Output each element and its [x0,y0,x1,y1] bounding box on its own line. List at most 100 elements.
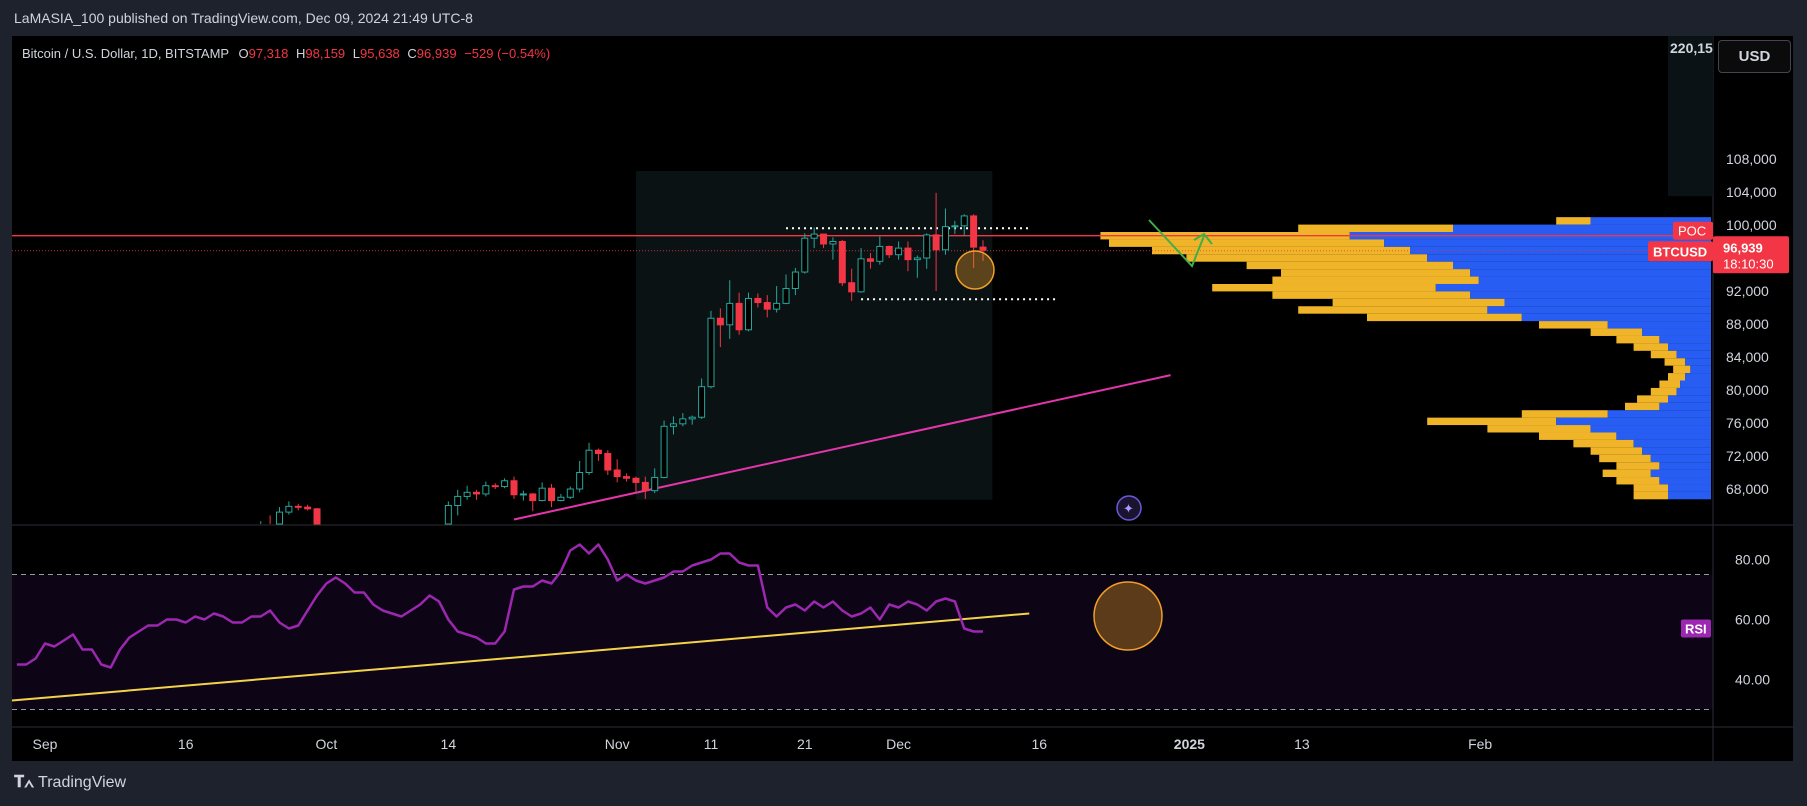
volume-profile-bar-up [1659,462,1711,470]
sparkle-icon[interactable] [1116,495,1142,521]
volume-profile-bar-up [1650,469,1711,478]
price-axis-tick-label: 68,000 [1726,481,1769,497]
candle-body[interactable] [866,258,874,262]
price-axis-tick-label: 88,000 [1726,316,1769,332]
high-value: 98,159 [305,46,346,61]
candle-body[interactable] [801,237,809,273]
symbol-badge [1648,241,1713,262]
candle-body[interactable] [726,302,734,326]
volume-profile-bar-up [1427,254,1711,262]
open-label: O [238,46,249,61]
footer-bar: 𝐓∧ TradingView [0,761,1807,806]
candle-body[interactable] [529,493,537,502]
candle-body[interactable] [632,477,640,483]
date-range-box[interactable] [635,171,993,500]
candle-body[interactable] [848,282,856,293]
candle-body[interactable] [576,472,584,490]
candle-body[interactable] [463,491,471,497]
candle-body[interactable] [294,505,302,508]
candle-body[interactable] [716,317,724,326]
candle-body[interactable] [932,234,940,251]
symbol-name: Bitcoin / U.S. Dollar, 1D, BITSTAMP [22,46,229,61]
candle-body[interactable] [923,234,931,259]
candle-body[interactable] [951,225,959,228]
candle-body[interactable] [688,416,696,420]
candle-body[interactable] [913,257,921,261]
volume-profile-bar-down [1616,462,1660,470]
candle-body[interactable] [660,425,668,478]
volume-profile-bar-up [1607,410,1711,418]
candle-body[interactable] [960,215,968,227]
volume-profile-bar-up [1659,402,1711,411]
candle-body[interactable] [613,469,621,478]
candle-body[interactable] [585,449,593,474]
candle-body[interactable] [895,247,903,256]
candle-body[interactable] [472,491,480,495]
candle-body[interactable] [669,423,677,427]
candle-body[interactable] [679,418,687,425]
tradingview-logo[interactable]: 𝐓∧ TradingView [14,774,126,792]
price-axis-tick-label: 100,000 [1726,217,1777,233]
candle-body[interactable] [763,302,771,310]
candle-body[interactable] [519,493,527,496]
candle-body[interactable] [501,480,509,488]
candle-body[interactable] [782,288,790,304]
candle-body[interactable] [276,511,283,525]
rsi-trendline[interactable] [11,612,1030,702]
volume-profile-bar-down [1246,261,1453,270]
candle-body[interactable] [885,245,893,256]
time-axis-tick-label: Sep [33,736,58,752]
candle-body[interactable] [454,495,462,506]
time-axis-tick-label: 16 [178,736,194,752]
candle-body[interactable] [557,496,565,502]
candle-body[interactable] [754,297,762,304]
currency-button[interactable]: USD [1718,40,1791,73]
candle-body[interactable] [604,453,612,471]
volume-profile-bar-down [1673,365,1691,374]
symbol-badge-label: BTCUSD [1653,244,1707,259]
volume-profile-bar-up [1453,224,1711,233]
green-path-arrow[interactable] [1148,219,1205,268]
candle-body[interactable] [773,302,781,310]
candle-body[interactable] [566,488,574,498]
candle-body[interactable] [904,247,912,261]
candle-body[interactable] [698,386,706,418]
candle-body[interactable] [979,246,987,251]
candle-body[interactable] [482,485,490,495]
candle-body[interactable] [838,241,846,284]
rsi-line[interactable] [16,543,983,669]
price-axis-tick-label: 104,000 [1726,184,1777,200]
candle-body[interactable] [820,233,828,245]
volume-profile-bar-down [1633,343,1668,351]
candle-body[interactable] [491,485,499,488]
volume-profile-bar-up [1676,350,1711,359]
candle-body[interactable] [876,245,884,262]
highlight-circle-price[interactable] [955,250,995,290]
candle-body[interactable] [510,480,518,496]
candle-body[interactable] [538,487,546,502]
volume-profile-bar-down [1599,454,1651,463]
candle-body[interactable] [623,476,631,479]
candle-body[interactable] [594,449,602,455]
candle-body[interactable] [857,258,865,293]
candle-body[interactable] [304,506,312,510]
candle-body[interactable] [791,271,799,290]
candle-body[interactable] [707,317,715,388]
candle-body[interactable] [444,505,452,525]
candle-body[interactable] [810,233,818,239]
candle-body[interactable] [970,215,978,248]
candle-body[interactable] [735,302,743,331]
candle-body[interactable] [829,241,837,245]
candle-body[interactable] [313,508,321,525]
candle-body[interactable] [745,297,752,331]
symbol-legend[interactable]: Bitcoin / U.S. Dollar, 1D, BITSTAMP O97,… [22,46,550,61]
price-trendline[interactable] [513,374,1171,521]
candle-body[interactable] [941,226,949,251]
candle-body[interactable] [548,487,556,502]
poc-badge-label: POC [1678,224,1706,239]
candle-body[interactable] [641,481,649,492]
candle-body[interactable] [285,505,293,513]
highlight-circle-rsi[interactable] [1093,581,1163,651]
candle-body[interactable] [651,476,659,492]
